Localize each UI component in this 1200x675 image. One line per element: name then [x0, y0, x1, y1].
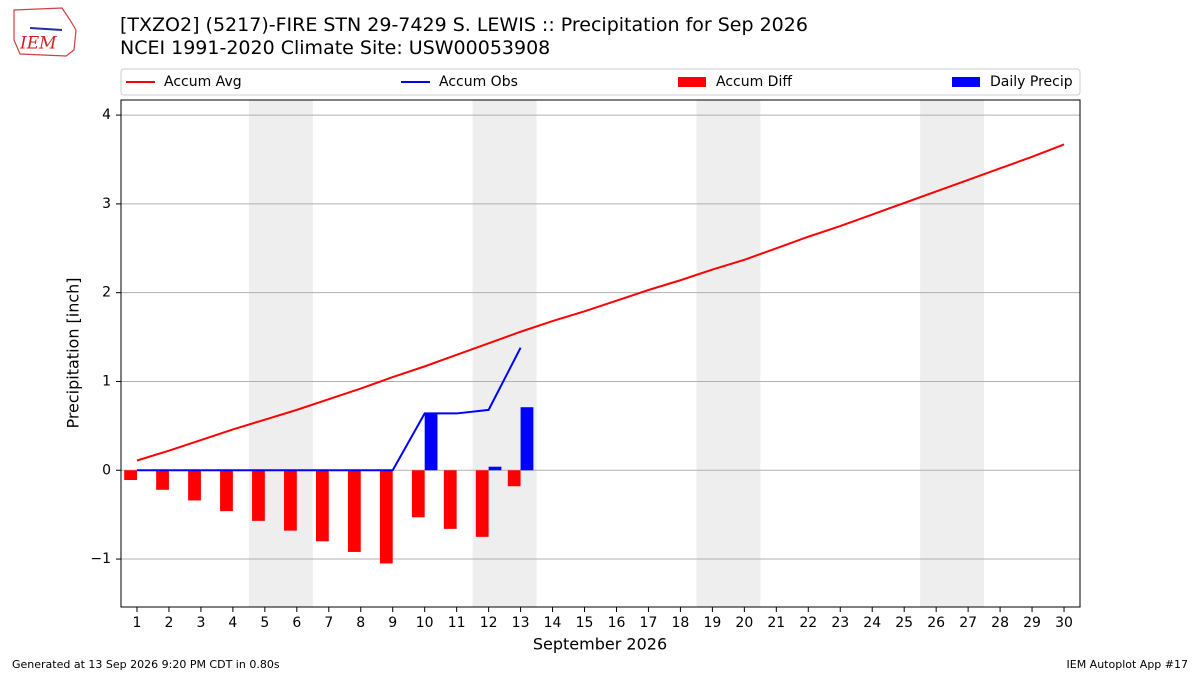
bar	[379, 470, 393, 564]
x-tick-label: 9	[388, 615, 397, 631]
x-tick-label: 26	[927, 615, 945, 631]
x-tick-label: 28	[991, 615, 1009, 631]
x-tick-label: 14	[544, 615, 562, 631]
footer-left: Generated at 13 Sep 2026 9:20 PM CDT in …	[12, 658, 280, 671]
bar	[424, 413, 438, 471]
x-tick-label: 30	[1055, 615, 1073, 631]
bar	[347, 470, 361, 552]
logo-icon	[29, 27, 63, 31]
legend-swatch	[952, 77, 980, 87]
x-tick-label: 27	[959, 615, 977, 631]
legend-label: Accum Diff	[716, 74, 792, 90]
x-tick-label: 3	[196, 615, 205, 631]
x-tick-label: 18	[672, 615, 690, 631]
bar	[124, 470, 137, 481]
x-tick-label: 5	[260, 615, 269, 631]
bar	[443, 470, 457, 529]
x-tick-label: 7	[324, 615, 333, 631]
legend-label: Daily Precip	[990, 74, 1073, 90]
y-tick-label: 3	[102, 196, 111, 212]
logo-outline	[13, 7, 77, 57]
x-tick-label: 2	[164, 615, 173, 631]
bar	[252, 470, 265, 521]
bar	[315, 470, 329, 542]
x-tick-label: 29	[1023, 615, 1041, 631]
weekend-shade	[696, 100, 761, 607]
x-tick-label: 15	[576, 615, 594, 631]
x-tick-label: 24	[863, 615, 881, 631]
x-tick-label: 13	[512, 615, 530, 631]
bar	[188, 470, 201, 501]
bar	[475, 470, 489, 537]
weekend-shade	[920, 100, 985, 607]
x-tick-label: 16	[608, 615, 626, 631]
x-tick-label: 6	[292, 615, 301, 631]
bar	[411, 470, 425, 518]
logo: IEM	[13, 7, 77, 57]
bar	[284, 470, 297, 531]
y-tick-label: 4	[102, 107, 111, 123]
bar	[520, 407, 534, 471]
plot-frame	[120, 99, 1081, 608]
legend-label: Accum Obs	[439, 74, 518, 90]
y-tick-label: −1	[90, 551, 111, 567]
bar	[156, 470, 169, 490]
x-tick-label: 19	[703, 615, 721, 631]
chart-title: [TXZO2] (5217)-FIRE STN 29-7429 S. LEWIS…	[120, 14, 808, 36]
x-tick-label: 11	[448, 615, 466, 631]
x-tick-label: 4	[228, 615, 237, 631]
legend-box	[120, 68, 1081, 96]
y-axis-label: Precipitation [inch]	[64, 277, 83, 428]
bar	[220, 470, 233, 512]
x-axis-label: September 2026	[533, 635, 667, 654]
chart-subtitle: NCEI 1991-2020 Climate Site: USW00053908	[120, 37, 550, 59]
bar	[488, 466, 502, 471]
x-tick-label: 21	[767, 615, 785, 631]
y-tick-label: 1	[102, 373, 111, 389]
bar	[507, 470, 521, 487]
y-tick-label: 2	[102, 285, 111, 301]
line	[136, 143, 1065, 462]
weekend-shade	[248, 100, 313, 607]
legend-swatch	[678, 77, 706, 87]
x-tick-label: 23	[831, 615, 849, 631]
x-tick-label: 8	[356, 615, 365, 631]
x-tick-label: 17	[640, 615, 658, 631]
x-tick-label: 12	[480, 615, 498, 631]
x-tick-label: 20	[735, 615, 753, 631]
x-tick-label: 10	[416, 615, 434, 631]
x-tick-label: 22	[799, 615, 817, 631]
legend-label: Accum Avg	[164, 74, 242, 90]
logo-text: IEM	[19, 34, 57, 54]
footer-right: IEM Autoplot App #17	[1067, 658, 1189, 671]
line	[136, 347, 522, 472]
y-tick-label: 0	[102, 462, 111, 478]
x-tick-label: 25	[895, 615, 913, 631]
x-tick-label: 1	[133, 615, 142, 631]
